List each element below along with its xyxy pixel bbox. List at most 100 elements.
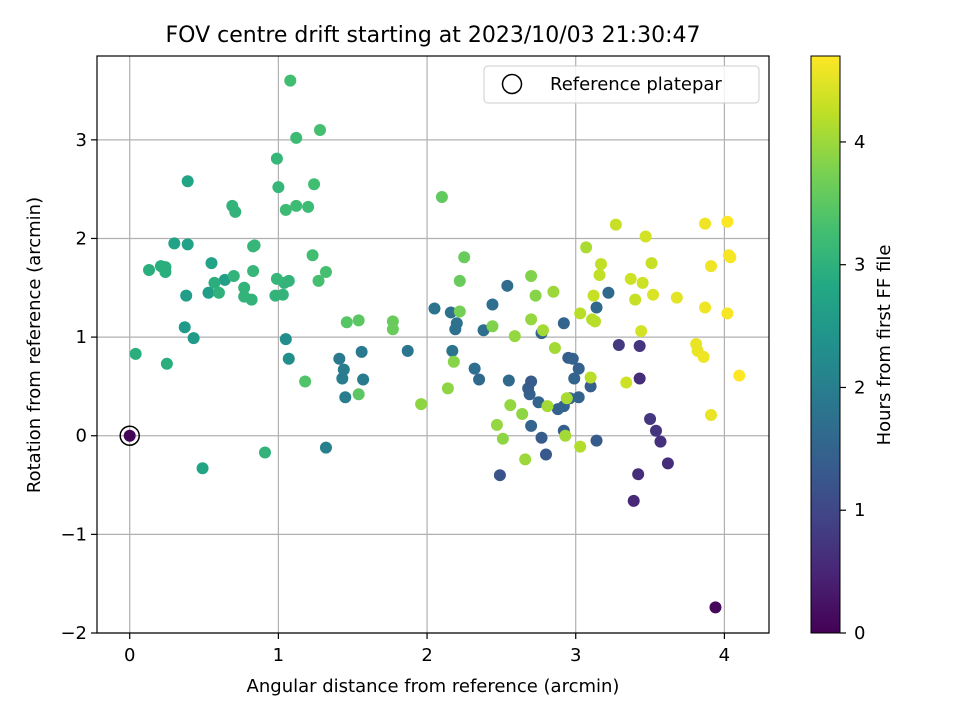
x-tick-label: 1 bbox=[273, 645, 284, 666]
data-point bbox=[699, 217, 712, 230]
data-point bbox=[721, 307, 734, 320]
data-point bbox=[270, 272, 283, 285]
data-point bbox=[644, 412, 657, 425]
legend-label: Reference platepar bbox=[550, 74, 722, 95]
data-point bbox=[352, 388, 365, 401]
data-point bbox=[572, 391, 585, 404]
data-point bbox=[453, 274, 466, 287]
data-point bbox=[541, 400, 554, 413]
y-tick-label: 3 bbox=[76, 130, 87, 151]
y-tick-label: 1 bbox=[76, 327, 87, 348]
data-point bbox=[639, 230, 652, 243]
grid-lines bbox=[97, 56, 769, 634]
data-point bbox=[468, 362, 481, 375]
data-point bbox=[339, 391, 352, 404]
data-point bbox=[587, 289, 600, 302]
colorbar-ticks: 0 1 2 3 4 bbox=[840, 132, 865, 644]
data-point bbox=[724, 251, 737, 264]
data-point bbox=[355, 345, 368, 358]
data-point bbox=[705, 260, 718, 273]
data-point bbox=[572, 362, 585, 375]
data-point bbox=[525, 419, 538, 432]
data-point bbox=[589, 315, 602, 328]
data-point bbox=[319, 441, 332, 454]
data-point bbox=[319, 266, 332, 279]
data-point bbox=[415, 398, 428, 411]
data-point bbox=[276, 288, 289, 301]
data-point bbox=[458, 251, 471, 264]
data-point bbox=[302, 200, 315, 213]
data-point bbox=[299, 375, 312, 388]
data-point bbox=[654, 435, 667, 448]
data-point bbox=[187, 332, 200, 345]
data-point bbox=[721, 215, 734, 228]
data-point bbox=[593, 268, 606, 281]
colorbar bbox=[810, 55, 841, 634]
data-point bbox=[620, 376, 633, 389]
data-point bbox=[449, 323, 462, 336]
data-point bbox=[568, 372, 581, 385]
data-point bbox=[444, 306, 457, 319]
x-tick-label: 2 bbox=[421, 645, 432, 666]
data-point bbox=[284, 74, 297, 87]
data-point bbox=[557, 317, 570, 330]
data-point bbox=[548, 341, 561, 354]
y-tick-label: 0 bbox=[76, 426, 87, 447]
legend: Reference platepar bbox=[483, 65, 760, 104]
x-tick-label: 3 bbox=[570, 645, 581, 666]
data-point bbox=[143, 264, 156, 277]
data-point bbox=[453, 305, 466, 318]
data-point bbox=[590, 301, 603, 314]
data-point bbox=[697, 350, 710, 363]
data-point bbox=[168, 237, 181, 250]
data-point bbox=[123, 429, 136, 442]
data-point bbox=[709, 601, 722, 614]
data-point bbox=[159, 266, 172, 279]
data-point bbox=[352, 314, 365, 327]
data-point bbox=[486, 298, 499, 311]
data-point bbox=[435, 191, 448, 204]
data-point bbox=[650, 424, 663, 437]
data-point bbox=[502, 374, 515, 387]
data-point bbox=[645, 257, 658, 270]
data-point bbox=[566, 352, 579, 365]
data-point bbox=[428, 302, 441, 315]
data-point bbox=[181, 238, 194, 251]
data-point bbox=[493, 469, 506, 482]
data-point bbox=[633, 339, 646, 352]
data-point bbox=[208, 276, 221, 289]
data-point bbox=[248, 239, 261, 252]
data-point bbox=[401, 344, 414, 357]
data-point bbox=[733, 369, 746, 382]
data-point bbox=[537, 324, 550, 337]
data-point bbox=[590, 434, 603, 447]
data-point bbox=[238, 281, 251, 294]
data-point bbox=[539, 448, 552, 461]
data-point bbox=[609, 218, 622, 231]
colorbar-label: Hours from first FF file bbox=[874, 245, 895, 446]
data-point bbox=[580, 241, 593, 254]
data-point bbox=[490, 418, 503, 431]
data-point bbox=[705, 409, 718, 422]
data-point bbox=[529, 289, 542, 302]
data-point bbox=[525, 375, 538, 388]
data-point bbox=[486, 320, 499, 333]
colorbar-tick-label: 1 bbox=[854, 500, 865, 521]
data-point bbox=[501, 279, 514, 292]
plot-frame bbox=[96, 55, 770, 634]
data-point bbox=[212, 286, 225, 299]
data-point bbox=[336, 372, 349, 385]
data-point bbox=[547, 285, 560, 298]
data-point bbox=[340, 316, 353, 329]
data-point bbox=[584, 380, 597, 393]
data-point bbox=[584, 371, 597, 384]
data-point bbox=[624, 272, 637, 285]
data-point bbox=[670, 291, 683, 304]
data-point bbox=[595, 258, 607, 271]
data-point bbox=[635, 325, 648, 338]
data-point bbox=[629, 293, 642, 306]
data-point bbox=[205, 257, 218, 270]
data-point bbox=[279, 333, 292, 346]
data-point bbox=[699, 301, 712, 314]
